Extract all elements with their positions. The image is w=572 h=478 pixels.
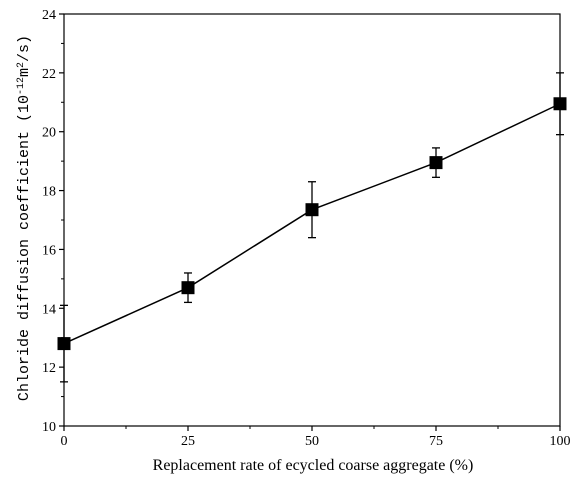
data-point-marker bbox=[553, 97, 567, 111]
y-axis-title-exponent2: 2 bbox=[16, 62, 27, 68]
y-axis-title: Chloride diffusion coefficient (10-12m2/… bbox=[16, 35, 34, 401]
x-tick-label: 0 bbox=[61, 434, 68, 449]
y-tick-label: 24 bbox=[42, 8, 56, 23]
y-tick-label: 18 bbox=[42, 185, 56, 200]
y-tick-label: 16 bbox=[42, 243, 56, 258]
x-tick-label: 25 bbox=[181, 434, 195, 449]
y-tick-label: 14 bbox=[42, 302, 56, 317]
y-axis-title-text: Chloride diffusion coefficient (10 bbox=[16, 95, 33, 401]
y-tick-label: 20 bbox=[42, 126, 56, 141]
data-point-marker bbox=[429, 156, 443, 170]
y-tick-label: 10 bbox=[42, 420, 56, 435]
x-axis-title: Replacement rate of ecycled coarse aggre… bbox=[153, 457, 474, 474]
axis-ticks bbox=[59, 13, 561, 431]
data-point-marker bbox=[305, 203, 319, 217]
y-axis-title-exponent1: -12 bbox=[16, 77, 27, 95]
data-series bbox=[57, 72, 567, 383]
x-tick-label: 50 bbox=[305, 434, 319, 449]
y-axis-title-tail: /s) bbox=[16, 35, 33, 62]
x-tick-label: 100 bbox=[550, 434, 571, 449]
x-tick-label: 75 bbox=[429, 434, 443, 449]
y-tick-label: 22 bbox=[42, 67, 56, 82]
y-axis-title-unit: m bbox=[16, 68, 33, 77]
data-point-marker bbox=[181, 281, 195, 295]
y-tick-label: 12 bbox=[42, 361, 56, 376]
tick-labels: 0 25 50 75 100 10 12 14 16 18 20 22 24 bbox=[42, 8, 571, 449]
data-point-marker bbox=[57, 337, 71, 351]
